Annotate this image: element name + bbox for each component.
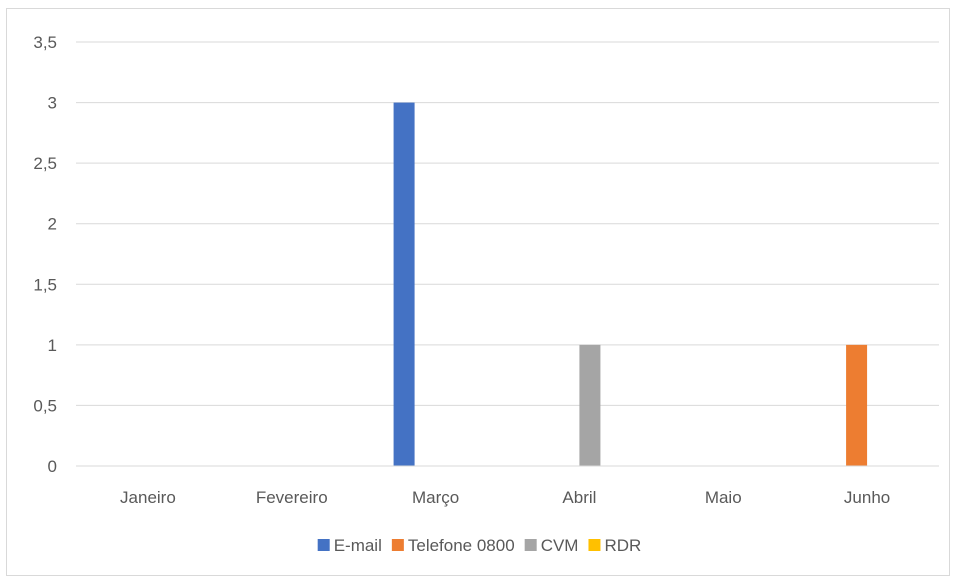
x-tick-label: Abril xyxy=(562,488,596,507)
x-axis: Janeiro Fevereiro Março Abril Maio Junho xyxy=(76,465,939,507)
legend-item: CVM xyxy=(524,536,579,555)
y-tick-label: 3,5 xyxy=(33,33,57,52)
legend-swatch xyxy=(524,539,537,551)
legend-swatch xyxy=(588,539,601,551)
x-tick-label: Maio xyxy=(705,488,742,507)
y-tick-label: 0 xyxy=(48,457,57,476)
y-tick-label: 1 xyxy=(48,336,57,355)
legend-item: Telefone 0800 xyxy=(391,536,515,555)
y-tick-label: 1,5 xyxy=(33,275,57,294)
y-tick-label: 2,5 xyxy=(33,154,57,173)
bar-e-mail-2 xyxy=(393,102,415,467)
x-tick-label: Março xyxy=(412,488,459,507)
chart-frame: 0 0,5 1 1,5 2 2,5 3 3,5 Janeiro Fevereiro Março Ab… xyxy=(6,8,950,576)
bar-cvm-3 xyxy=(579,344,601,466)
legend-swatch xyxy=(391,539,404,551)
gridlines xyxy=(76,41,939,467)
legend-label: E-mail xyxy=(334,536,382,555)
legend-label: Telefone 0800 xyxy=(408,536,515,555)
x-tick-label: Junho xyxy=(844,488,890,507)
legend-item: RDR xyxy=(588,536,641,555)
bar-telefone-0800-5 xyxy=(846,344,868,466)
y-tick-label: 2 xyxy=(48,215,57,234)
y-tick-label: 3 xyxy=(48,94,57,113)
legend-label: CVM xyxy=(541,536,579,555)
x-tick-label: Janeiro xyxy=(120,488,176,507)
x-tick-label: Fevereiro xyxy=(256,488,328,507)
y-tick-label: 0,5 xyxy=(33,396,57,415)
y-axis: 0 0,5 1 1,5 2 2,5 3 3,5 xyxy=(33,33,57,476)
legend-swatch xyxy=(317,539,330,551)
legend-item: E-mail xyxy=(317,536,382,555)
legend: E-mail Telefone 0800 CVM RDR xyxy=(317,536,641,555)
legend-label: RDR xyxy=(604,536,641,555)
bars xyxy=(393,102,868,467)
